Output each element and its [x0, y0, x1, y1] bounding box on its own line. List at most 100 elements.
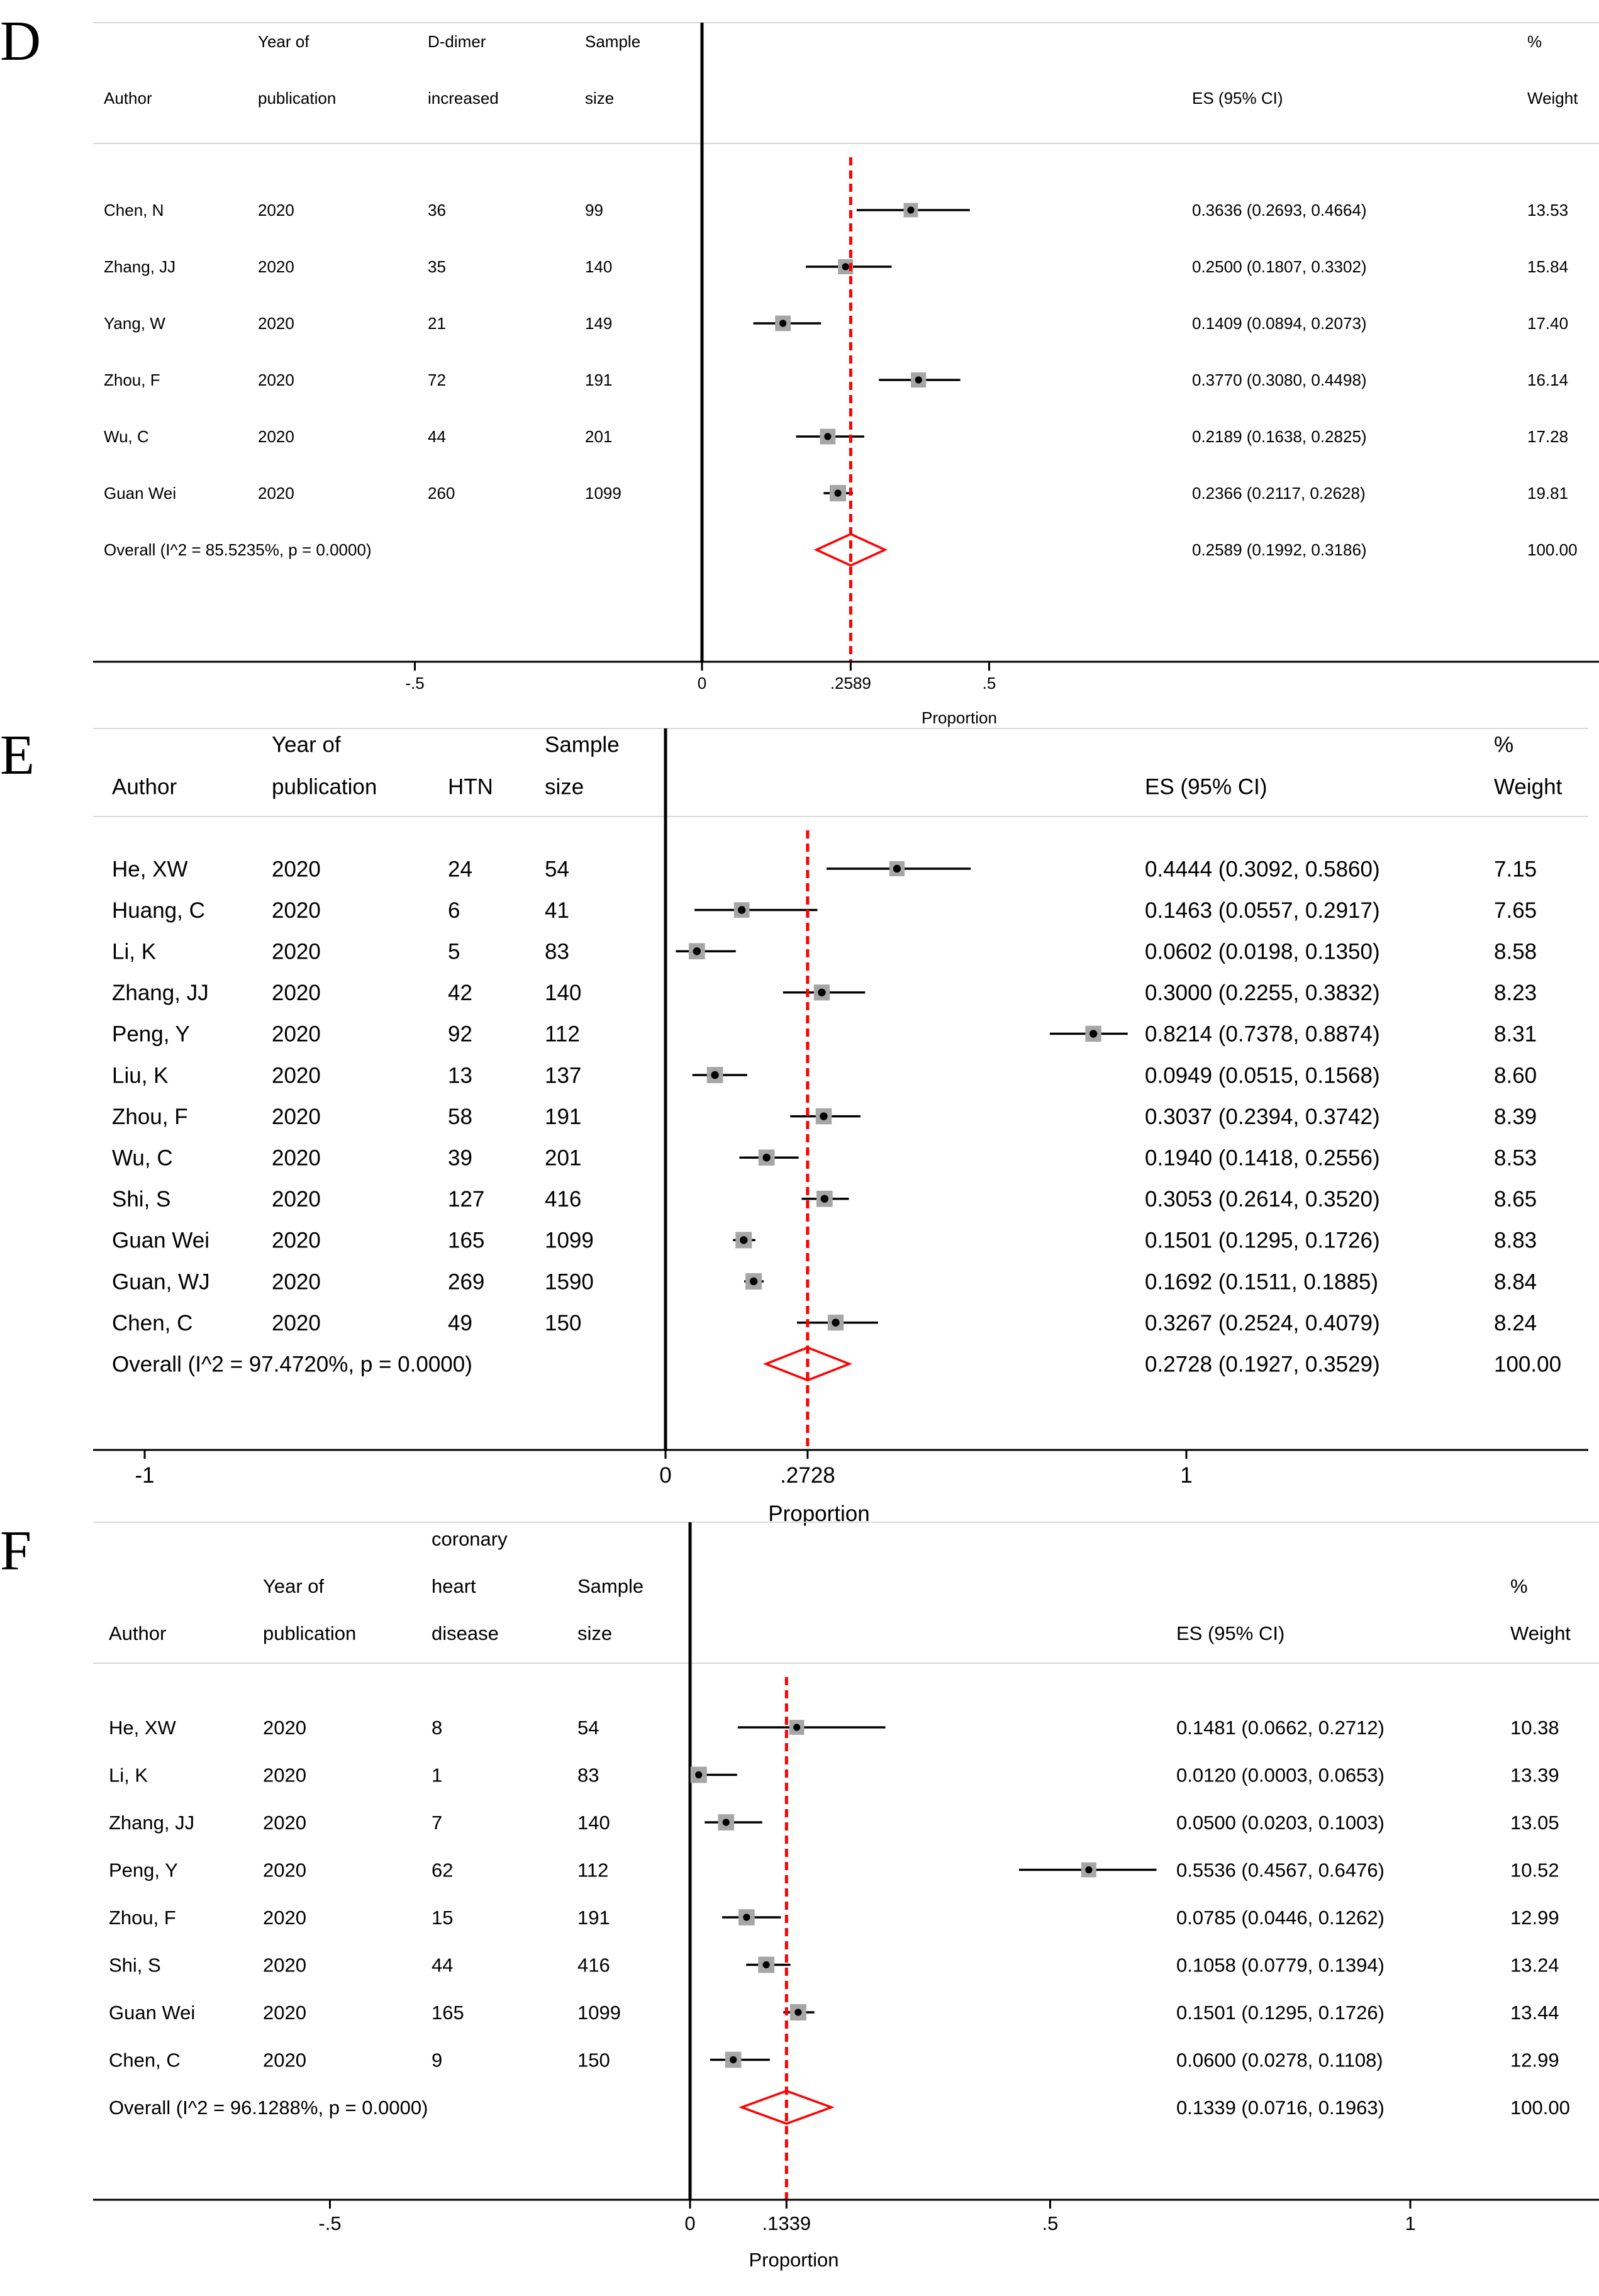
study-author: Peng, Y: [112, 1022, 190, 1047]
study-row: He, XW 2020 24 54 0.4444 (0.3092, 0.5860) 7.1…: [112, 857, 1537, 881]
point-estimate: [695, 1771, 703, 1779]
study-events: 5: [448, 939, 460, 964]
study-events: 9: [432, 2049, 442, 2071]
header-sample: Sample: [545, 732, 620, 757]
study-author: Chen, C: [109, 2049, 181, 2071]
study-events: 269: [448, 1269, 484, 1294]
study-author: Shi, S: [112, 1187, 170, 1212]
x-tick-label: 1: [1405, 2212, 1415, 2234]
header-year: publication: [258, 89, 336, 108]
study-row: Peng, Y 2020 92 112 0.8214 (0.7378, 0.8874) 8…: [112, 1022, 1537, 1047]
header-weight: %: [1494, 732, 1513, 757]
header-sample: size: [545, 774, 584, 799]
study-events: 7: [432, 1812, 442, 1834]
study-row: Guan Wei 2020 260 1099 0.2366 (0.2117, 0.262…: [104, 484, 1568, 503]
x-tick-label: -1: [135, 1463, 154, 1488]
study-events: 39: [448, 1145, 472, 1170]
x-tick-label: -.5: [318, 2212, 341, 2234]
study-year: 2020: [258, 371, 294, 389]
point-estimate: [762, 1961, 770, 1969]
header-events: coronary: [432, 1528, 508, 1550]
study-events: 1: [432, 1764, 442, 1786]
study-weight: 15.84: [1527, 257, 1568, 276]
point-estimate: [907, 206, 915, 214]
study-row: Zhang, JJ 2020 42 140 0.3000 (0.2255, 0.3832…: [112, 981, 1537, 1005]
study-es-ci: 0.2189 (0.1638, 0.2825): [1192, 427, 1367, 446]
panel-label: E: [0, 724, 35, 786]
study-sample-size: 1590: [545, 1269, 594, 1294]
study-events: 58: [448, 1105, 472, 1129]
study-row: He, XW 2020 8 54 0.1481 (0.0662, 0.2712) 10.3…: [109, 1717, 1559, 1739]
study-row: Zhou, F 2020 72 191 0.3770 (0.3080, 0.4498) 1…: [104, 371, 1568, 389]
study-year: 2020: [272, 939, 321, 964]
study-sample-size: 191: [577, 1907, 610, 1929]
header-sample: size: [577, 1622, 612, 1644]
study-es-ci: 0.1463 (0.0557, 0.2917): [1145, 898, 1380, 923]
study-year: 2020: [272, 857, 321, 881]
study-sample-size: 201: [585, 427, 612, 446]
study-year: 2020: [272, 1269, 321, 1294]
study-es-ci: 0.2500 (0.1807, 0.3302): [1192, 257, 1367, 276]
study-row: Guan, WJ 2020 269 1590 0.1692 (0.1511, 0.188…: [112, 1269, 1537, 1294]
study-sample-size: 191: [585, 371, 612, 389]
study-row: Chen, C 2020 49 150 0.3267 (0.2524, 0.4079) 8…: [112, 1311, 1537, 1335]
study-author: Yang, W: [104, 314, 165, 333]
study-weight: 7.15: [1494, 857, 1537, 881]
header-weight: %: [1510, 1575, 1528, 1597]
x-tick-label: 0: [684, 2212, 695, 2234]
study-row: Chen, N 2020 36 99 0.3636 (0.2693, 0.4664) 13…: [104, 201, 1568, 220]
study-events: 21: [428, 314, 446, 333]
x-tick-label: .2589: [830, 674, 871, 693]
study-sample-size: 112: [545, 1022, 580, 1047]
x-axis-label: Proportion: [749, 2249, 838, 2271]
study-events: 62: [432, 1859, 453, 1881]
point-estimate: [793, 1724, 801, 1731]
study-es-ci: 0.3037 (0.2394, 0.3742): [1145, 1105, 1380, 1129]
study-sample-size: 1099: [545, 1229, 594, 1253]
study-author: Guan Wei: [112, 1229, 209, 1253]
header-year: Year of: [263, 1575, 324, 1597]
x-tick-label: -.5: [405, 674, 424, 693]
header-es: ES (95% CI): [1192, 89, 1283, 108]
study-author: Guan Wei: [104, 484, 176, 503]
point-estimate: [842, 263, 849, 270]
header-events: D-dimer: [428, 32, 486, 51]
study-es-ci: 0.4444 (0.3092, 0.5860): [1145, 857, 1380, 881]
study-row: Shi, S 2020 127 416 0.3053 (0.2614, 0.3520) 8…: [112, 1187, 1537, 1212]
study-weight: 16.14: [1527, 371, 1568, 389]
overall-label: Overall (I^2 = 96.1288%, p = 0.0000): [109, 2097, 428, 2119]
x-tick-label: .5: [1042, 2212, 1059, 2234]
overall-es-ci: 0.2728 (0.1927, 0.3529): [1145, 1352, 1380, 1376]
overall-weight: 100.00: [1494, 1352, 1561, 1376]
study-es-ci: 0.1692 (0.1511, 0.1885): [1145, 1269, 1378, 1294]
point-estimate: [693, 947, 701, 956]
study-events: 15: [432, 1907, 453, 1929]
study-sample-size: 137: [545, 1063, 581, 1088]
study-es-ci: 0.1409 (0.0894, 0.2073): [1192, 314, 1367, 333]
study-author: Zhou, F: [109, 1907, 176, 1929]
overall-es-ci: 0.1339 (0.0716, 0.1963): [1176, 2097, 1384, 2119]
panel-label: D: [0, 10, 41, 72]
study-sample-size: 416: [577, 1954, 610, 1976]
header-weight: Weight: [1510, 1622, 1571, 1644]
header-weight: Weight: [1494, 774, 1563, 799]
study-row: Zhou, F 2020 15 191 0.0785 (0.0446, 0.1262) 1…: [109, 1907, 1559, 1929]
study-events: 72: [428, 371, 446, 389]
study-es-ci: 0.1501 (0.1295, 0.1726): [1176, 2002, 1384, 2024]
study-es-ci: 0.3770 (0.3080, 0.4498): [1192, 371, 1367, 389]
study-es-ci: 0.0602 (0.0198, 0.1350): [1145, 939, 1380, 964]
study-es-ci: 0.0785 (0.0446, 0.1262): [1176, 1907, 1384, 1929]
study-author: Liu, K: [112, 1063, 169, 1088]
point-estimate: [762, 1154, 771, 1162]
study-events: 44: [428, 427, 446, 446]
study-events: 127: [448, 1187, 484, 1212]
study-weight: 8.24: [1494, 1311, 1537, 1335]
point-estimate: [832, 1318, 840, 1327]
x-axis: -.5 0 .1339 .5 1 Proportion: [93, 2198, 1599, 2271]
point-estimate: [834, 489, 842, 497]
study-year: 2020: [263, 1954, 306, 1976]
study-author: Guan, WJ: [112, 1269, 210, 1294]
point-estimate: [893, 864, 901, 873]
study-row: Li, K 2020 1 83 0.0120 (0.0003, 0.0653) 13.39: [109, 1764, 1559, 1786]
study-sample-size: 99: [585, 201, 603, 220]
